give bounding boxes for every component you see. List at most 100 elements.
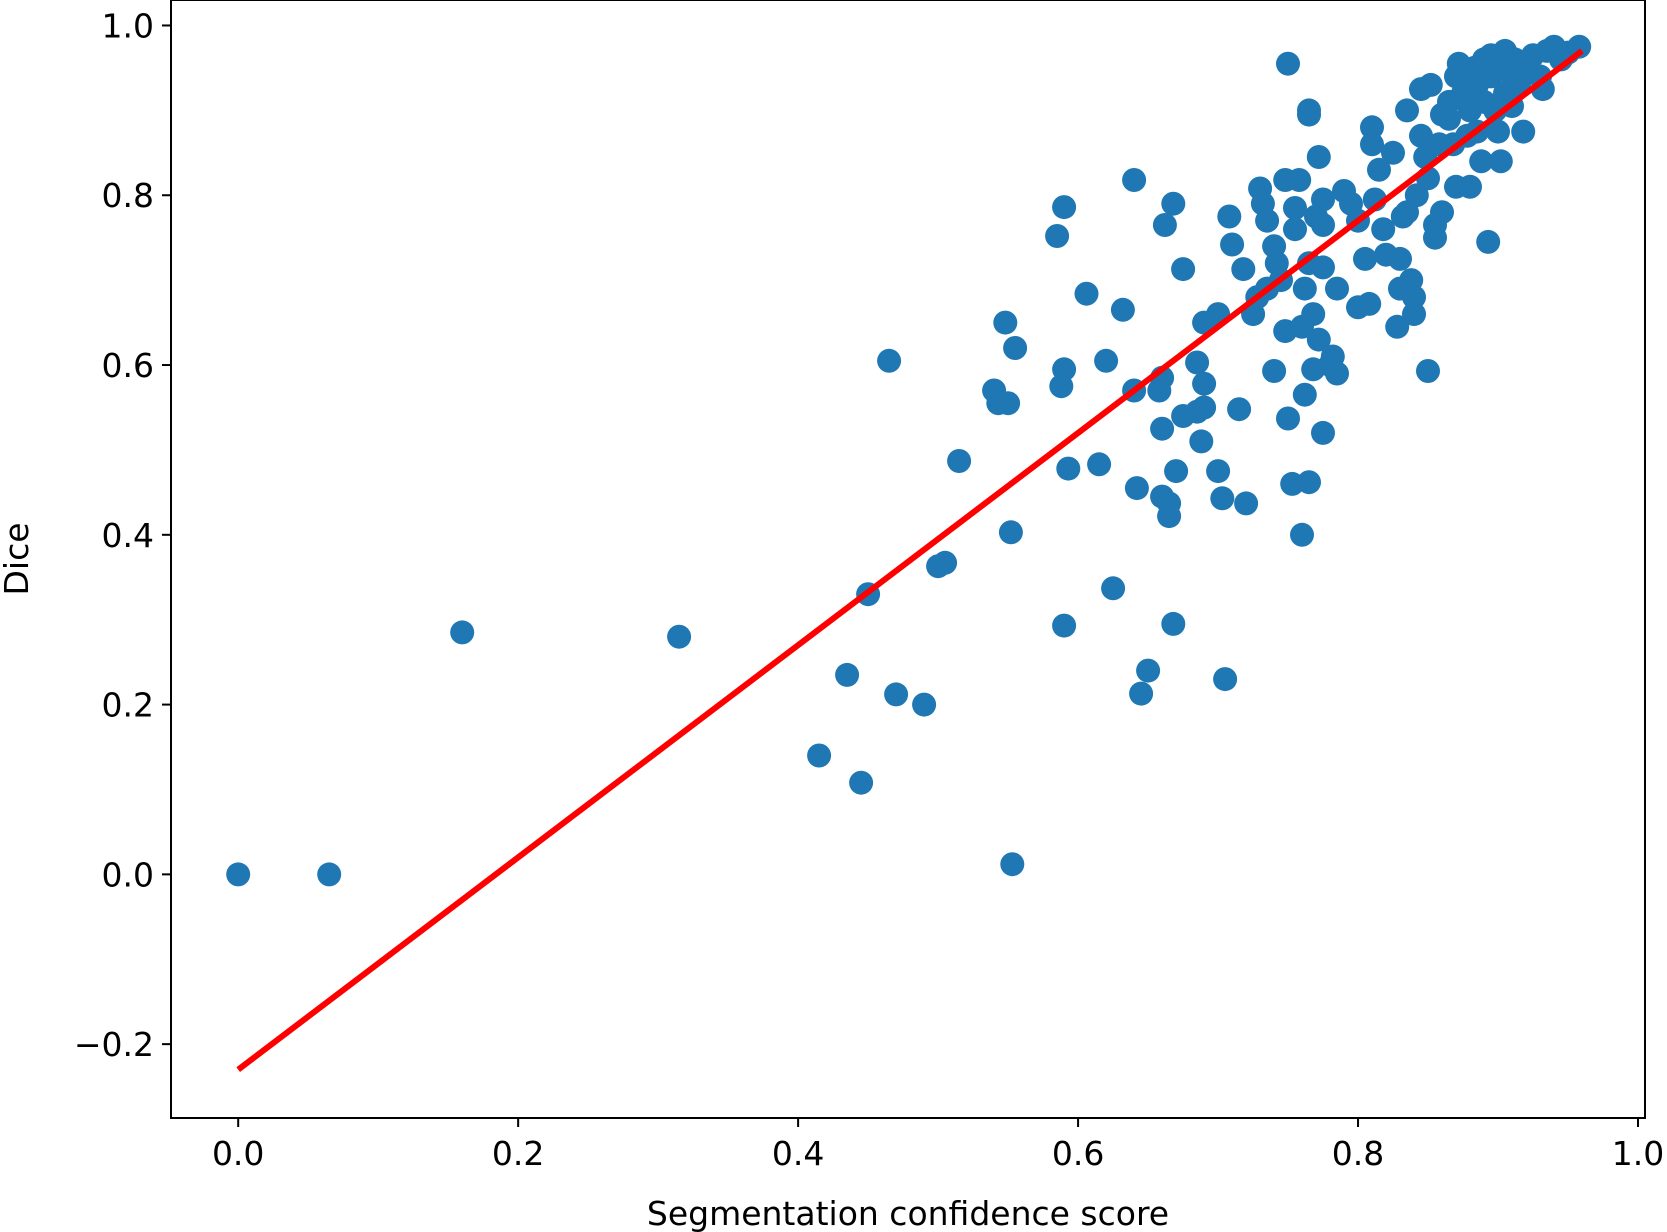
data-point [1437,106,1461,131]
data-point [1185,350,1210,375]
data-point [1385,314,1410,339]
y-axis-ticks: −0.2 0.0 0.2 0.4 0.6 0.8 1.0 [74,6,171,1064]
data-point [1052,613,1077,638]
plot-area-frame [170,0,1646,1119]
data-point [1297,470,1321,495]
data-point [1388,246,1412,271]
data-point [1488,149,1513,174]
data-point [1371,217,1396,242]
data-point [1367,157,1391,182]
data-point [1290,522,1314,547]
y-tick-label: 1.0 [102,6,154,45]
data-point [1486,119,1510,144]
data-point [226,862,251,887]
y-tick-label: 0.2 [102,686,154,725]
data-point [1231,257,1256,282]
data-point [1129,681,1154,706]
data-point [1234,491,1259,516]
data-point [1360,115,1384,140]
data-point [1311,187,1335,212]
data-point [1213,667,1238,692]
data-point [1357,291,1382,316]
data-point [1000,852,1025,877]
data-point [1306,327,1331,352]
data-point [1511,119,1536,144]
data-point [1469,149,1494,174]
data-point [1150,416,1175,441]
data-point [998,520,1023,545]
data-point [1164,459,1189,484]
data-point [1262,359,1287,383]
x-tick-label: 0.2 [492,1134,544,1173]
data-point [1192,395,1217,420]
data-point [1255,208,1280,233]
data-point [1087,452,1112,477]
data-point [1161,191,1186,216]
data-point [1161,611,1186,636]
data-point [1430,200,1454,225]
data-point [1157,504,1182,529]
data-point [1122,168,1147,192]
y-tick-label: 0.4 [102,516,154,555]
data-point [1217,204,1242,229]
data-point [1325,361,1349,386]
data-point [1192,371,1217,396]
data-point [1306,145,1331,169]
x-tick-label: 0.4 [772,1134,824,1173]
data-point [1189,429,1214,454]
fit-line [236,48,1584,1072]
data-point [807,743,832,768]
data-point [1052,195,1077,220]
data-point [1003,336,1028,360]
data-point [1276,406,1300,431]
data-point [1206,459,1231,484]
data-point [1124,476,1149,501]
data-point [1136,658,1161,683]
data-point [1283,217,1307,242]
data-point [1311,420,1335,445]
fit-line-layer [236,48,1584,1072]
data-point [947,449,972,473]
data-point [877,348,902,373]
data-point [667,624,692,649]
data-point [1276,51,1300,76]
data-point [1301,302,1326,327]
x-tick-label: 0.0 [212,1134,264,1173]
data-point [1325,276,1349,301]
data-point [1171,257,1196,282]
data-point [317,862,342,887]
data-point [1287,168,1312,192]
data-point [1220,232,1245,257]
data-point [933,550,958,575]
data-point [1074,281,1099,306]
data-point [912,692,937,717]
data-point [1152,213,1177,237]
data-point [1311,213,1335,237]
data-point [835,662,860,687]
data-point [993,310,1018,335]
data-point [1210,486,1235,511]
data-point [996,391,1021,416]
data-point [1402,302,1426,327]
data-point [1476,229,1501,254]
data-point [1311,255,1335,280]
data-point [1297,102,1321,127]
data-point [1227,397,1252,422]
data-point [1404,183,1429,208]
data-point [1101,576,1126,601]
data-point [1056,456,1081,481]
data-point [1458,174,1482,199]
x-tick-label: 1.0 [1612,1134,1664,1173]
x-tick-label: 0.6 [1052,1134,1104,1173]
y-tick-label: 0.6 [102,346,154,385]
data-point [1283,196,1307,220]
data-point [1292,382,1317,407]
y-tick-label: −0.2 [74,1025,154,1064]
data-point [1423,225,1447,250]
x-tick-label: 0.8 [1332,1134,1384,1173]
x-axis-label: Segmentation confidence score [647,1194,1169,1232]
y-axis-label: Dice [0,522,36,595]
data-point [1395,98,1419,123]
data-point [1360,132,1384,157]
